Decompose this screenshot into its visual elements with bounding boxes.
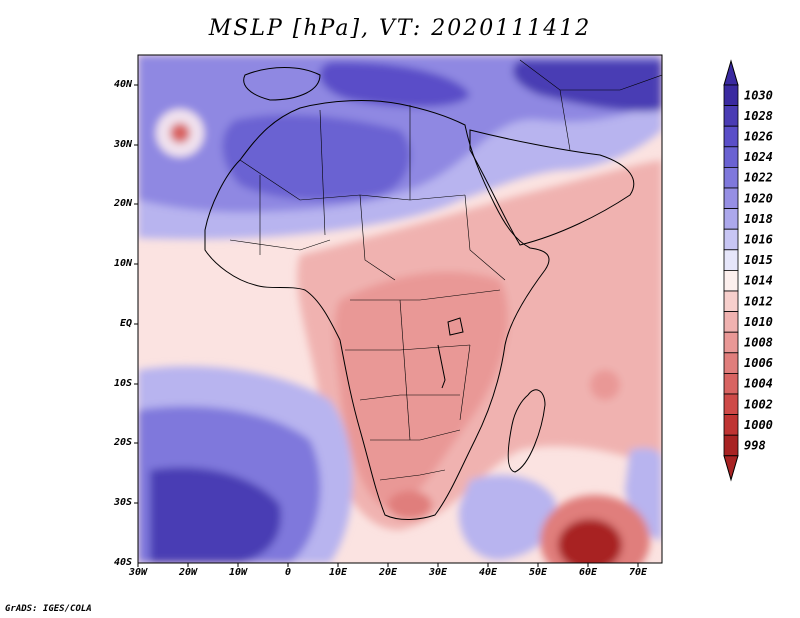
africa-coastline (204, 100, 550, 520)
footer-credit: GrADS: IGES/COLA (5, 604, 92, 614)
colorbar-swatch (723, 352, 739, 374)
colorbar-swatch (723, 187, 739, 210)
lon-label-10e: 10E (328, 567, 348, 578)
colorbar-swatch (723, 208, 739, 230)
colorbar-swatch (723, 105, 739, 127)
lon-label-60e: 60E (578, 567, 598, 578)
lon-label-20e: 20E (378, 567, 398, 578)
colorbar-swatch (723, 228, 739, 251)
south-atlantic-high-core (150, 467, 281, 563)
lon-label-10w: 10W (228, 567, 248, 578)
lake-victoria (447, 317, 464, 336)
colorbar-swatch (723, 146, 739, 168)
colorbar-label: 1018 (744, 212, 773, 226)
colorbar-label: 1022 (744, 171, 773, 185)
lon-label-50e: 50E (528, 567, 548, 578)
axis-ticks (134, 84, 639, 567)
colorbar-label: 1006 (744, 356, 773, 370)
lon-label-0: 0 (284, 567, 292, 578)
lat-label-40s: 40S (113, 557, 132, 568)
colorbar-label: 1030 (744, 88, 773, 102)
colorbar-swatch (723, 331, 739, 354)
lat-label-40n: 40N (113, 79, 132, 90)
lon-label-70e: 70E (628, 567, 648, 578)
lon-label-30w: 30W (128, 567, 148, 578)
arabian-peninsula-coastline (469, 129, 635, 246)
lon-label-20w: 20W (178, 567, 198, 578)
colorbar-swatch (723, 372, 739, 395)
colorbar-label: 1012 (744, 294, 773, 308)
south-indian-high-east (625, 448, 662, 540)
colorbar-swatch (723, 166, 739, 189)
colorbar-bottom-arrow (723, 455, 739, 482)
colorbar-label: 1026 (744, 130, 773, 144)
colorbar-label: 1016 (744, 233, 773, 247)
iberia-coastline (243, 67, 321, 101)
lake-tanganyika (437, 344, 446, 389)
colorbar-label: 1004 (744, 377, 773, 391)
colorbar-swatch (723, 269, 739, 292)
lat-label-10n: 10N (113, 258, 132, 269)
continental-low-zone (334, 271, 509, 510)
azores-low-inner (170, 123, 190, 143)
colorbar-swatch (723, 414, 739, 436)
colorbar-label: 1024 (744, 150, 773, 164)
colorbar-label: 1000 (744, 418, 773, 432)
colorbar-top-arrow (723, 59, 739, 86)
colorbar-swatch (723, 125, 739, 148)
colorbar-label: 1015 (744, 253, 773, 267)
colorbar-label: 1014 (744, 274, 773, 288)
lat-label-20n: 20N (113, 198, 132, 209)
chart-title: MSLP [hPa], VT: 2020111412 (208, 16, 592, 41)
lat-label-30n: 30N (113, 139, 132, 150)
colorbar-label: 998 (744, 439, 766, 453)
kalahari-low (388, 491, 432, 519)
south-indian-low-core (558, 519, 622, 563)
colorbar-label: 1008 (744, 336, 773, 350)
lat-label-30s: 30S (113, 497, 132, 508)
lat-label-20s: 20S (113, 437, 132, 448)
colorbar-swatch (723, 434, 739, 457)
lon-label-40e: 40E (478, 567, 498, 578)
colorbar-swatch (723, 393, 739, 416)
colorbar-label: 1002 (744, 397, 773, 411)
madagascar-coastline (507, 389, 546, 473)
mediterranean-high-core (319, 61, 470, 107)
colorbar-label: 1028 (744, 109, 773, 123)
colorbar-swatch (723, 84, 739, 107)
lat-label-10s: 10S (113, 378, 132, 389)
lon-label-30e: 30E (428, 567, 448, 578)
colorbar-label: 1010 (744, 315, 773, 329)
map-frame (137, 54, 663, 564)
colorbar-swatch (723, 311, 739, 333)
colorbar-swatch (723, 249, 739, 271)
mozambique-low (590, 370, 620, 400)
colorbar-label: 1020 (744, 191, 773, 205)
colorbar-swatch (723, 290, 739, 313)
south-indian-high-west (459, 475, 556, 560)
saharan-high-core (222, 114, 411, 201)
east-high-core (512, 60, 662, 112)
lat-label-eq: EQ (119, 318, 132, 329)
